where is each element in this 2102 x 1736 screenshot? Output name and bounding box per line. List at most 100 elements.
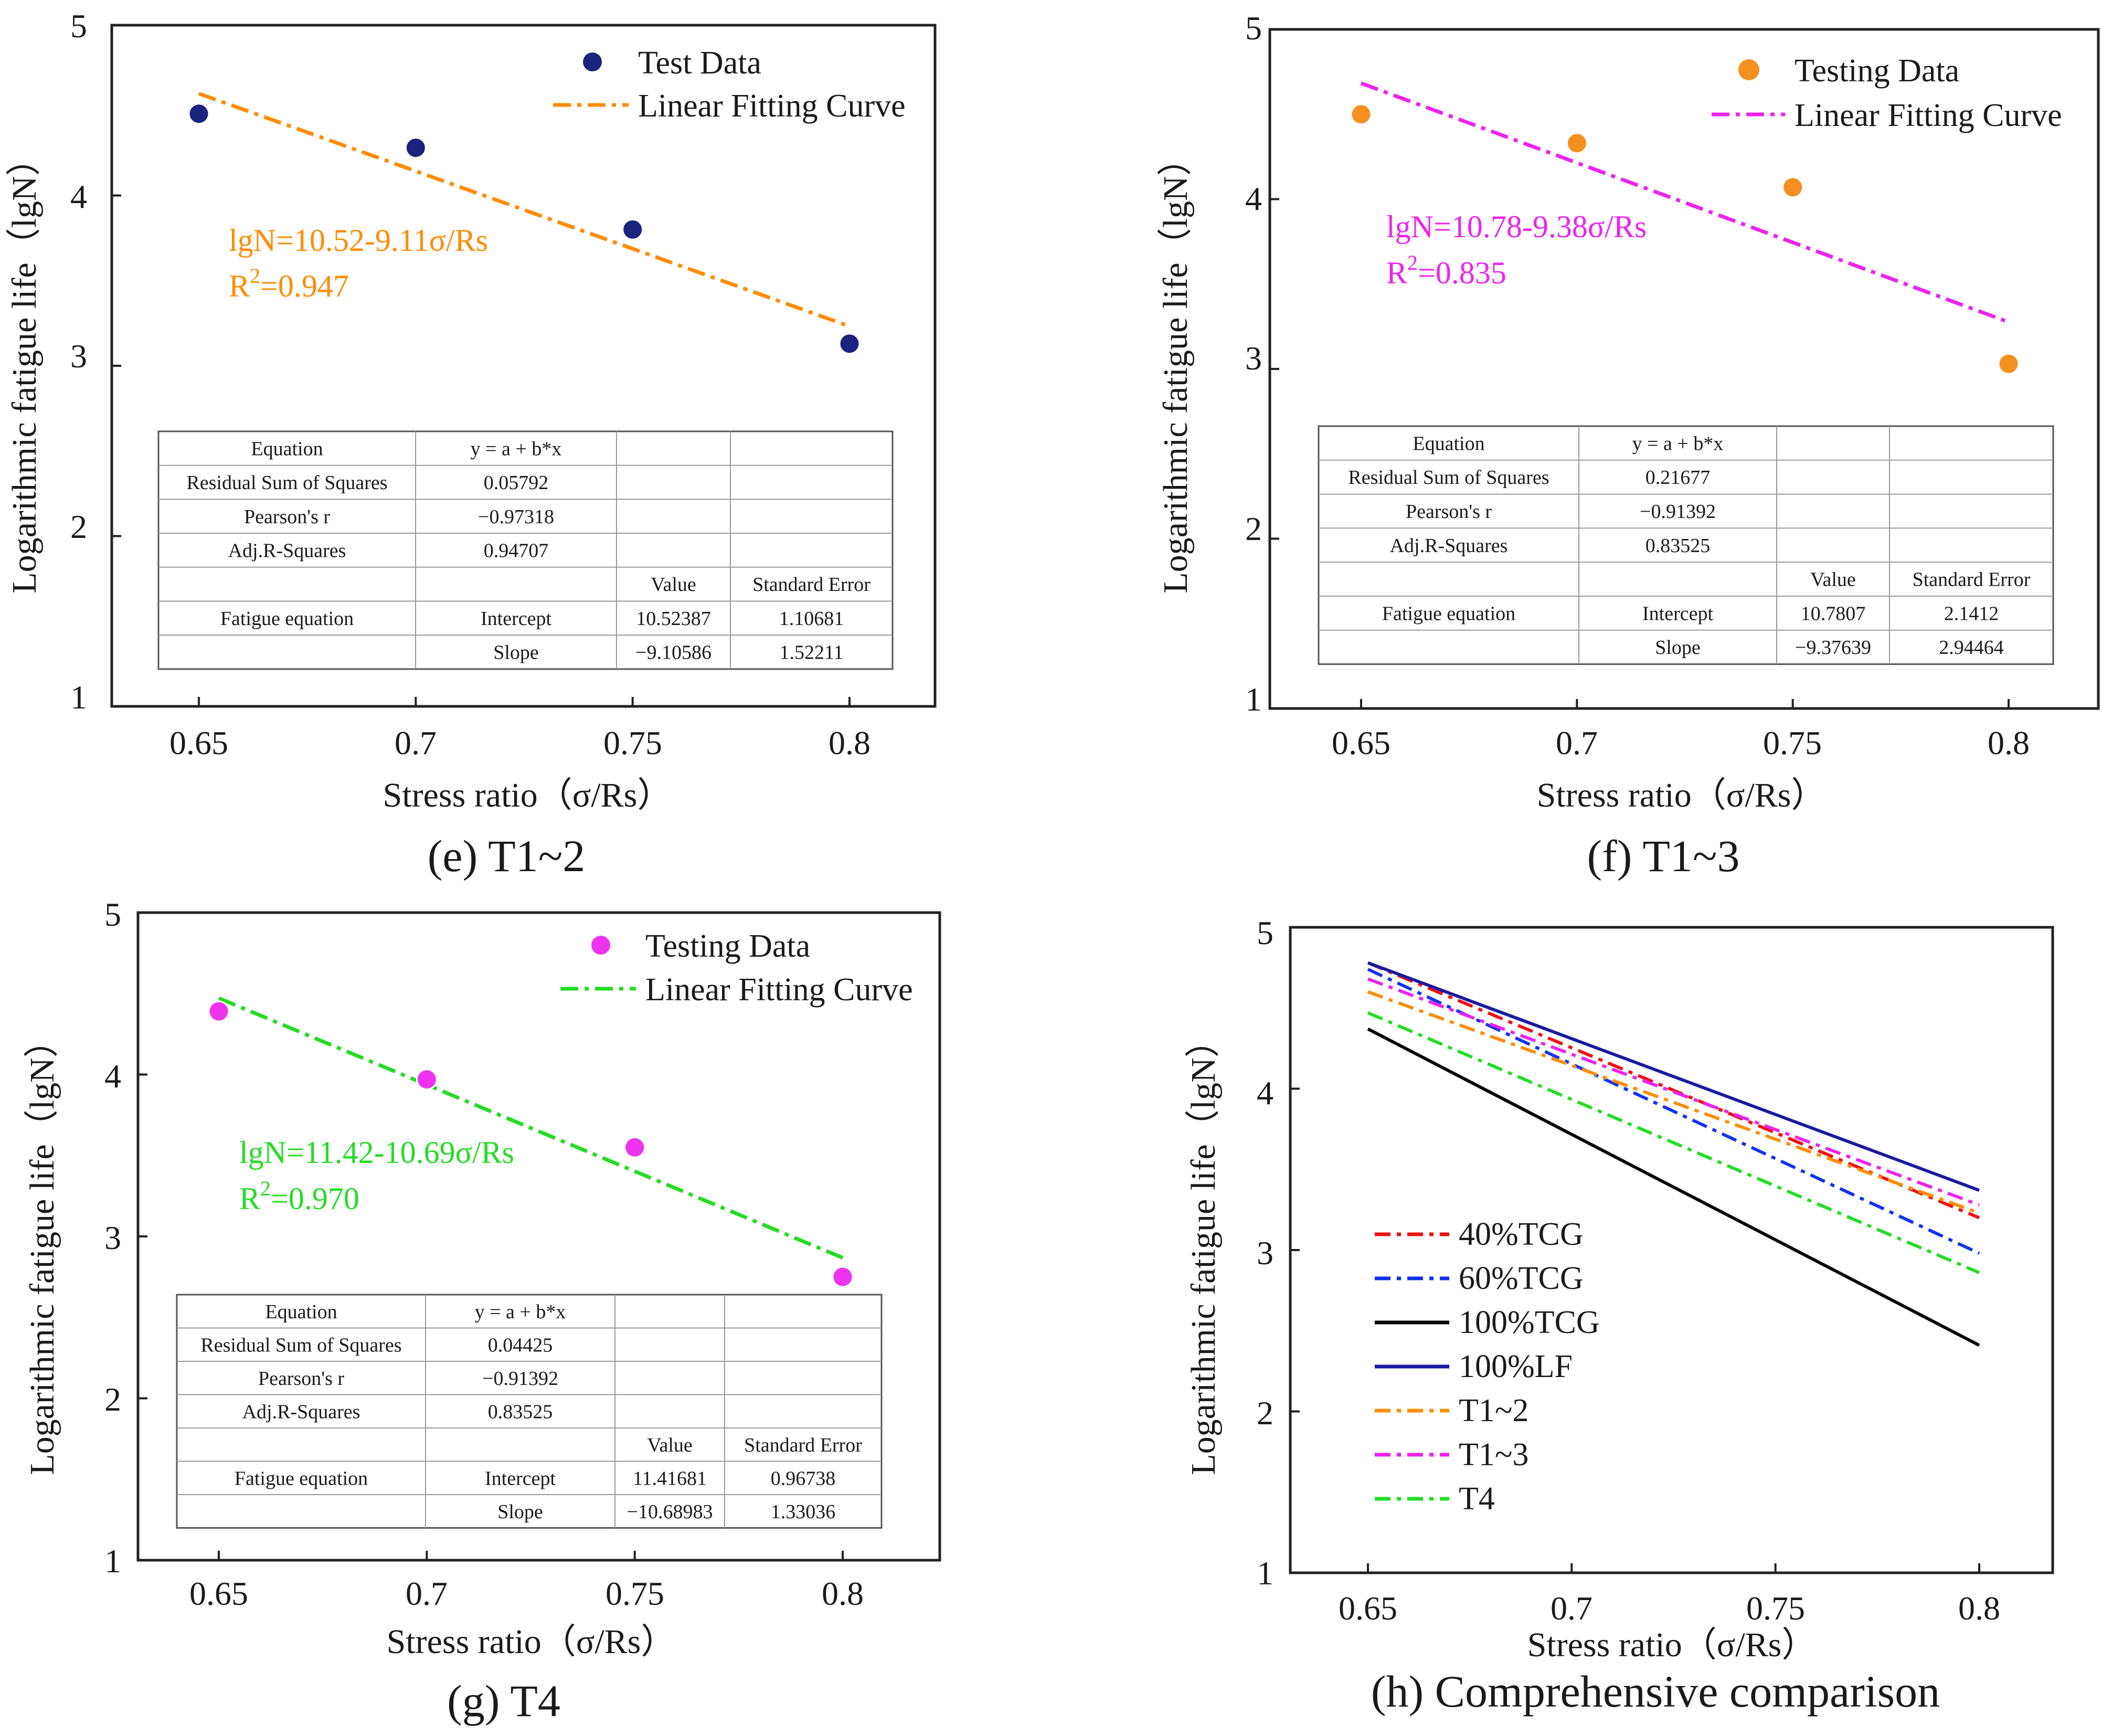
panel-e-equation: lgN=10.52-9.11σ/Rs (229, 223, 488, 258)
panel-f-table-cell: Standard Error (1913, 569, 2031, 591)
panel-e-table-cell: Slope (493, 642, 539, 664)
panel-h-series-line-t1-2 (1367, 990, 1980, 1215)
panel-e-xlabel: Stress ratio（σ/Rs） (383, 776, 672, 814)
panel-f-xtick-075: 0.75 (1763, 724, 1822, 761)
panel-f-table-cell: 10.7807 (1801, 602, 1866, 624)
panel-f-table-cell: Equation (1413, 432, 1484, 454)
panel-f-xlabel: Stress ratio（σ/Rs） (1537, 776, 1826, 814)
panel-g-table-cell: y = a + b*x (475, 1301, 566, 1323)
panel-e-data-point (188, 103, 210, 125)
panel-e-xtick-07: 0.7 (395, 724, 437, 761)
panel-f-r-squared: R2=0.835 (1386, 251, 1506, 290)
panel-g-data-point (624, 1136, 646, 1158)
panel-g-ytick-2: 2 (104, 1381, 121, 1418)
panel-g-fit-layer (218, 996, 844, 1259)
panel-g-stats-table: Equation y = a + b*x Residual Sum of Squar… (176, 1294, 883, 1529)
panel-f-table-cell: 2.1412 (1944, 602, 1999, 624)
panel-h-caption: (h) Comprehensive comparison (1371, 1666, 1940, 1717)
panel-e-table-cell: Intercept (481, 608, 551, 630)
panel-e-table-cell: Adj.R-Squares (228, 539, 346, 562)
panel-g-ticks (138, 912, 844, 1561)
panel-g-legend-marker-icon (591, 936, 610, 955)
panel-e-data-point (405, 137, 427, 159)
panel-h-legend-label: T1~3 (1459, 1437, 1528, 1473)
panel-f-table-cell: Slope (1655, 637, 1701, 659)
panel-h-series-line-100-lf (1367, 961, 1980, 1192)
panel-g-xtick-08: 0.8 (822, 1575, 864, 1612)
panel-e-ytick-3: 3 (70, 337, 87, 375)
panel-e-fit-line (198, 91, 851, 329)
panel-g-table-cell: −0.91392 (482, 1368, 558, 1390)
panel-e-data-point (838, 333, 861, 355)
panel-f-equation: lgN=10.78-9.38σ/Rs (1386, 209, 1647, 244)
panel-g-table-cell: Value (647, 1434, 693, 1456)
panel-g-legend: Testing Data Linear Fitting Curve (560, 928, 913, 1008)
panel-g-points-layer (208, 1000, 854, 1288)
panel-g: 1 2 3 4 5 0.65 0.7 0.75 0.8 Stress ratio… (23, 896, 941, 1726)
panel-e-table-cell: 0.05792 (484, 472, 549, 494)
panel-g-table-cell: Equation (265, 1301, 337, 1323)
panel-f-ytick-3: 3 (1245, 340, 1262, 377)
panel-h-series-line-60-tcg (1367, 968, 1980, 1255)
panel-h-xtick-07: 0.7 (1551, 1590, 1593, 1627)
panel-e-stats-table: Equation y = a + b*x Residual Sum of Squar… (157, 430, 894, 670)
panel-f-ytick-5: 5 (1245, 9, 1262, 47)
panel-g-fit-line (218, 996, 844, 1259)
panel-g-table-cell: 11.41681 (633, 1467, 707, 1489)
panel-f-table-cell: Value (1810, 569, 1856, 591)
panel-e-r-squared: R2=0.947 (229, 264, 349, 303)
panel-g-legend-points-label: Testing Data (645, 928, 810, 964)
panel-e-table-cell: Standard Error (752, 574, 870, 596)
panel-h-legend-label: 100%LF (1459, 1349, 1573, 1384)
panel-f-data-point (1566, 132, 1588, 154)
panel-h-series-layer (1367, 961, 1980, 1347)
panel-e-table-cell: Residual Sum of Squares (186, 472, 387, 494)
panel-g-data-point (832, 1266, 854, 1288)
panel-f-table-border (1318, 425, 2054, 665)
panel-g-table-border (176, 1294, 883, 1529)
panel-f-legend: Testing Data Linear Fitting Curve (1712, 53, 2062, 133)
panel-e-table-cell: 10.52387 (636, 608, 711, 630)
panel-e: 1 2 3 4 5 0.65 0.7 0.75 0.8 Stress ratio… (5, 7, 937, 881)
panel-e-table-cell: Value (651, 574, 696, 596)
panel-g-data-point (416, 1068, 438, 1091)
panel-f-table-cell: 0.83525 (1645, 535, 1711, 557)
panel-e-legend-points-label: Test Data (638, 45, 761, 81)
panel-e-table-cell: 1.52211 (779, 642, 843, 664)
panel-h-xtick-065: 0.65 (1339, 1590, 1397, 1627)
panel-f-legend-points-label: Testing Data (1795, 53, 1959, 89)
panel-f-table-cell: y = a + b*x (1632, 432, 1724, 454)
panel-h-series-line-t4 (1367, 1011, 1980, 1274)
panel-f-caption: (f) T1~3 (1587, 831, 1740, 881)
panel-h-ytick-5: 5 (1257, 914, 1273, 951)
panel-e-fit-layer (198, 91, 851, 329)
panel-g-table-cell: −10.68983 (627, 1501, 713, 1523)
panel-e-ytick-1: 1 (70, 679, 87, 716)
panel-g-table-cell: 1.33036 (771, 1501, 836, 1523)
panel-f-fit-layer (1360, 81, 2010, 324)
panel-g-xtick-065: 0.65 (189, 1575, 248, 1612)
panel-f-xtick-065: 0.65 (1332, 724, 1390, 761)
panel-h-ylabel: Logarithmic fatigue life（lgN） (1184, 1023, 1223, 1475)
panel-e-table-cell: 0.94707 (484, 539, 549, 562)
panel-g-table-cell: Fatigue equation (235, 1467, 368, 1489)
panel-g-table-cell: Pearson's r (258, 1368, 344, 1390)
panel-e-table-cell: 1.10681 (779, 608, 844, 630)
panel-e-legend: Test Data Linear Fitting Curve (553, 45, 906, 124)
panel-f-xtick-07: 0.7 (1556, 724, 1598, 761)
panel-e-legend-marker-icon (583, 52, 602, 71)
panel-h-legend: 40%TCG 60%TCG 100%TCG 100%LF T1~2 T1~3 T4 (1375, 1216, 1600, 1517)
panel-e-table-cell: −9.10586 (635, 642, 712, 664)
panel-h-frame (1289, 926, 2054, 1574)
panel-e-table-cell: Pearson's r (244, 506, 330, 528)
panel-f-table-cell: 2.94464 (1939, 637, 2004, 659)
panel-h-legend-label: 40%TCG (1459, 1216, 1584, 1252)
panel-f-legend-fit-label: Linear Fitting Curve (1795, 98, 2062, 133)
panel-f-table-cell: −0.91392 (1640, 501, 1716, 523)
panel-f-table-cell: Intercept (1642, 602, 1713, 624)
panel-h-series-line-40-tcg (1367, 961, 1980, 1220)
panel-f-ylabel: Logarithmic fatigue life（lgN） (1156, 141, 1195, 593)
panel-f-ytick-2: 2 (1245, 510, 1262, 547)
panel-g-ytick-4: 4 (104, 1057, 121, 1095)
